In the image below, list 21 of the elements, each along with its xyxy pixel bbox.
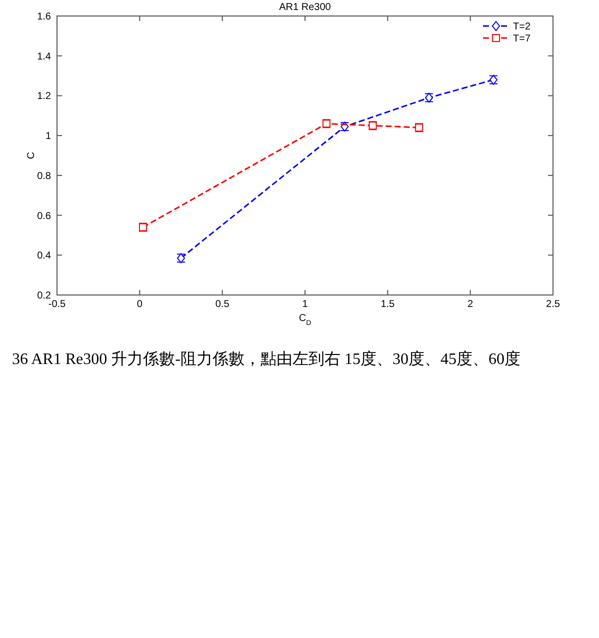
y-tick-label: 1.2 xyxy=(37,91,52,102)
y-tick-label: 1.6 xyxy=(37,12,52,22)
y-tick-label: 0.4 xyxy=(37,250,52,262)
text: 36 AR1 Re300 升力係數-阻力係數，點由左到右 15度、30度、45度、60度 xyxy=(12,350,520,368)
x-tick-label: 0.5 xyxy=(215,299,230,310)
y-tick-label: 0.6 xyxy=(37,210,52,222)
x-tick-label: 2 xyxy=(468,299,474,310)
legend-label: T=2 xyxy=(513,22,531,32)
x-tick-label: -0.5 xyxy=(48,299,66,310)
y-tick-label: 0.8 xyxy=(37,170,52,182)
x-axis-title: C$_{D}$ xyxy=(298,313,312,326)
chart-title: AR1 Re300 xyxy=(279,2,332,13)
legend-label: T=7 xyxy=(513,34,531,44)
y-tick-label: 1 xyxy=(45,131,52,142)
x-tick-label: 1.5 xyxy=(380,299,396,310)
y-tick-label: 0.2 xyxy=(37,290,52,302)
y-axis-title: C xyxy=(26,152,37,160)
x-tick-label: 2.5 xyxy=(546,299,560,310)
x-tick-label: 0 xyxy=(136,299,143,310)
x-tick-label: 1 xyxy=(302,299,308,310)
y-tick-label: 1.4 xyxy=(37,51,52,62)
